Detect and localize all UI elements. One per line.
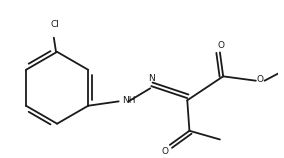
Text: N: N xyxy=(148,74,155,83)
Text: Cl: Cl xyxy=(51,20,59,29)
Text: O: O xyxy=(257,75,264,84)
Text: O: O xyxy=(162,147,169,156)
Text: NH: NH xyxy=(122,96,136,105)
Text: O: O xyxy=(218,41,225,50)
